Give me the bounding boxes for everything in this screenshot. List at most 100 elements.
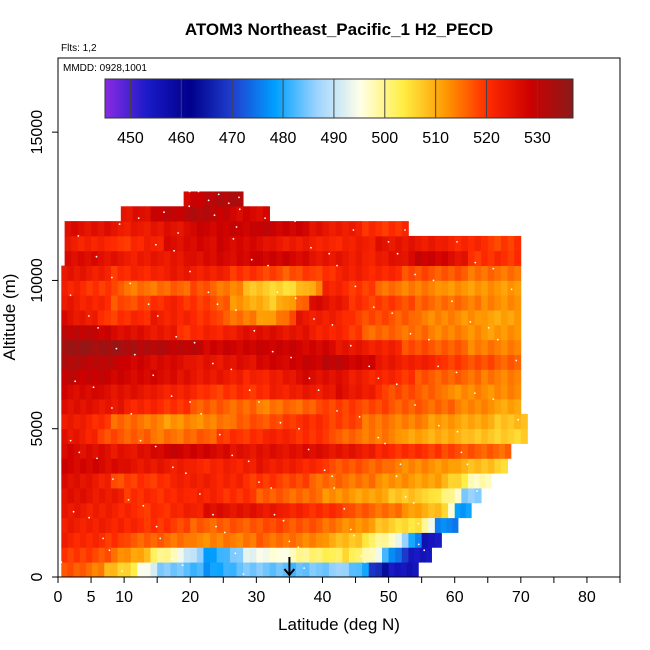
heatmap-cell: [216, 502, 224, 519]
heatmap-cell: [415, 443, 423, 459]
heatmap-cell: [448, 502, 456, 519]
heatmap-cell: [236, 488, 244, 504]
heatmap-cell: [335, 339, 343, 355]
heatmap-cell: [289, 443, 297, 459]
heatmap-cell: [177, 310, 185, 326]
heatmap-cell: [269, 265, 277, 281]
heatmap-cell: [256, 250, 264, 266]
heatmap-cell: [105, 354, 112, 370]
heatmap-cell: [421, 413, 429, 430]
heatmap-cell: [210, 221, 218, 237]
heatmap-cell: [130, 369, 138, 385]
heatmap-cell: [143, 384, 151, 400]
heatmap-cell: [315, 339, 323, 355]
heatmap-cell: [269, 384, 277, 400]
heatmap-cell: [342, 369, 350, 385]
heatmap-cell: [421, 265, 429, 281]
heatmap-cell: [362, 502, 370, 519]
heatmap-cell: [415, 428, 423, 444]
heatmap-cell: [481, 280, 489, 296]
heatmap-cell: [177, 458, 185, 474]
heatmap-cell: [329, 562, 337, 578]
track-dot: [156, 315, 159, 317]
heatmap-cell: [216, 191, 224, 207]
track-dot: [213, 214, 216, 217]
track-dot: [95, 255, 98, 258]
heatmap-cell: [130, 473, 138, 489]
heatmap-cell: [190, 562, 198, 578]
track-dot: [492, 398, 495, 400]
track-dot: [170, 395, 173, 397]
heatmap-cell: [223, 488, 231, 504]
heatmap-cell: [98, 443, 106, 459]
heatmap-cell: [85, 428, 93, 444]
track-dot: [279, 421, 282, 424]
track-dot: [173, 249, 176, 252]
heatmap-cell: [157, 369, 165, 385]
heatmap-cell: [196, 502, 204, 519]
heatmap-cell: [315, 413, 323, 430]
heatmap-cell: [289, 250, 297, 266]
track-dot: [242, 573, 245, 575]
heatmap-cell: [335, 547, 343, 563]
heatmap-cell: [71, 235, 79, 252]
heatmap-cell: [348, 532, 356, 548]
heatmap-cell: [408, 310, 416, 326]
heatmap-cell: [474, 488, 482, 504]
heatmap-cell: [79, 369, 87, 385]
heatmap-cell: [203, 191, 211, 207]
heatmap-cell: [203, 399, 211, 415]
heatmap-cell: [408, 428, 416, 444]
heatmap-cell: [362, 235, 370, 252]
heatmap-cell: [454, 399, 462, 415]
heatmap-cell: [229, 443, 237, 459]
heatmap-cell: [249, 473, 257, 489]
heatmap-cell: [236, 517, 244, 533]
heatmap-cell: [296, 324, 304, 341]
heatmap-cell: [289, 295, 297, 311]
track-dot: [121, 570, 123, 572]
heatmap-cell: [329, 517, 337, 533]
heatmap-cell: [507, 265, 515, 281]
heatmap-cell: [61, 562, 68, 578]
track-dot: [199, 493, 201, 495]
heatmap-cell: [143, 369, 151, 385]
heatmap-cell: [428, 458, 436, 474]
heatmap-cell: [223, 517, 231, 533]
heatmap-cell: [210, 488, 218, 504]
heatmap-cell: [375, 458, 383, 474]
heatmap-cell: [97, 384, 105, 400]
track-dot: [456, 241, 458, 243]
heatmap-cell: [183, 428, 191, 444]
x-tick-label: 60: [446, 589, 464, 606]
heatmap-cell: [276, 428, 284, 444]
heatmap-cell: [163, 562, 171, 578]
track-dot: [288, 540, 291, 543]
heatmap-cell: [368, 443, 376, 459]
heatmap-cell: [256, 369, 264, 385]
heatmap-cell: [64, 250, 72, 266]
heatmap-cell: [415, 324, 423, 341]
heatmap-cell: [64, 235, 72, 252]
heatmap-cell: [507, 354, 515, 370]
track-dot: [469, 321, 472, 323]
track-dot: [313, 318, 315, 320]
heatmap-cell: [309, 502, 317, 519]
heatmap-cell: [170, 339, 178, 355]
heatmap-cell: [329, 339, 337, 355]
track-dot: [230, 368, 233, 371]
heatmap-cell: [170, 265, 178, 281]
heatmap-cell: [448, 324, 456, 341]
heatmap-cell: [401, 399, 409, 415]
heatmap-cell: [249, 369, 257, 385]
heatmap-cell: [441, 235, 449, 252]
heatmap-cell: [421, 250, 429, 266]
heatmap-cell: [448, 265, 456, 281]
heatmap-cell: [362, 399, 370, 415]
heatmap-cell: [150, 221, 158, 237]
heatmap-cell: [348, 428, 356, 444]
heatmap-cell: [243, 310, 251, 326]
heatmap-cell: [368, 280, 376, 296]
heatmap-cell: [276, 532, 284, 548]
heatmap-cell: [91, 310, 99, 326]
